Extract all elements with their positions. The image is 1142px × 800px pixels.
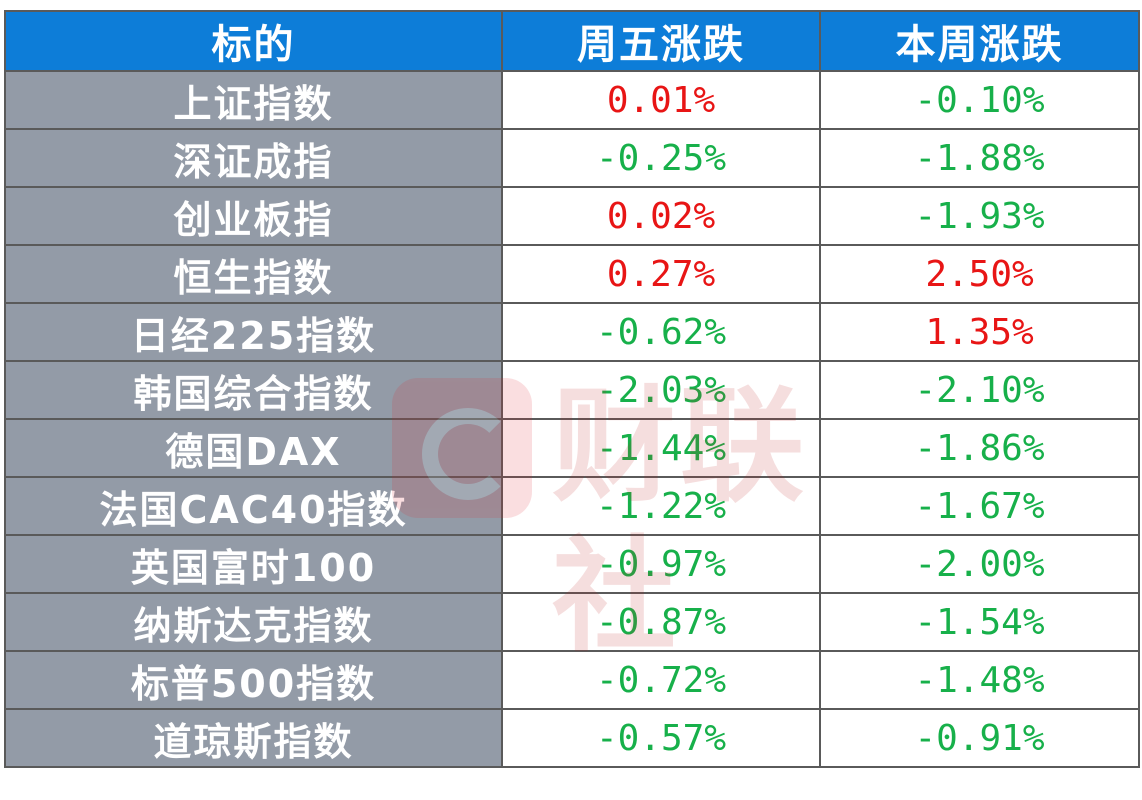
instrument-name: 恒生指数 [4, 244, 503, 304]
table-row: 深证成指 -0.25% -1.88% [4, 128, 1140, 188]
instrument-name: 韩国综合指数 [4, 360, 503, 420]
header-instrument: 标的 [4, 10, 503, 72]
instrument-name: 日经225指数 [4, 302, 503, 362]
instrument-name: 纳斯达克指数 [4, 592, 503, 652]
header-weekly-change: 本周涨跌 [819, 10, 1140, 72]
instrument-name: 德国DAX [4, 418, 503, 478]
instrument-name: 上证指数 [4, 70, 503, 130]
friday-change-value: -0.97% [501, 534, 821, 594]
weekly-change-value: -1.54% [819, 592, 1140, 652]
instrument-name: 深证成指 [4, 128, 503, 188]
table-row: 纳斯达克指数 -0.87% -1.54% [4, 592, 1140, 652]
friday-change-value: -2.03% [501, 360, 821, 420]
table-row: 德国DAX -1.44% -1.86% [4, 418, 1140, 478]
instrument-name: 英国富时100 [4, 534, 503, 594]
table-row: 道琼斯指数 -0.57% -0.91% [4, 708, 1140, 768]
weekly-change-value: 1.35% [819, 302, 1140, 362]
instrument-name: 法国CAC40指数 [4, 476, 503, 536]
weekly-change-value: -2.00% [819, 534, 1140, 594]
table-row: 创业板指 0.02% -1.93% [4, 186, 1140, 246]
friday-change-value: -0.62% [501, 302, 821, 362]
table-row: 上证指数 0.01% -0.10% [4, 70, 1140, 130]
weekly-change-value: -1.86% [819, 418, 1140, 478]
friday-change-value: 0.27% [501, 244, 821, 304]
table-header: 标的 周五涨跌 本周涨跌 [4, 10, 1140, 72]
friday-change-value: -1.44% [501, 418, 821, 478]
table-row: 恒生指数 0.27% 2.50% [4, 244, 1140, 304]
instrument-name: 创业板指 [4, 186, 503, 246]
friday-change-value: 0.02% [501, 186, 821, 246]
weekly-change-value: -0.91% [819, 708, 1140, 768]
instrument-name: 道琼斯指数 [4, 708, 503, 768]
table-row: 法国CAC40指数 -1.22% -1.67% [4, 476, 1140, 536]
weekly-change-value: -1.88% [819, 128, 1140, 188]
table-row: 日经225指数 -0.62% 1.35% [4, 302, 1140, 362]
table-row: 标普500指数 -0.72% -1.48% [4, 650, 1140, 710]
weekly-change-value: -1.48% [819, 650, 1140, 710]
weekly-change-value: 2.50% [819, 244, 1140, 304]
weekly-change-value: -2.10% [819, 360, 1140, 420]
instrument-name: 标普500指数 [4, 650, 503, 710]
table-row: 韩国综合指数 -2.03% -2.10% [4, 360, 1140, 420]
weekly-change-value: -0.10% [819, 70, 1140, 130]
weekly-change-value: -1.93% [819, 186, 1140, 246]
friday-change-value: -0.87% [501, 592, 821, 652]
table-row: 英国富时100 -0.97% -2.00% [4, 534, 1140, 594]
friday-change-value: -0.25% [501, 128, 821, 188]
weekly-change-value: -1.67% [819, 476, 1140, 536]
header-friday-change: 周五涨跌 [501, 10, 821, 72]
friday-change-value: -0.57% [501, 708, 821, 768]
friday-change-value: -0.72% [501, 650, 821, 710]
friday-change-value: -1.22% [501, 476, 821, 536]
table-body: 上证指数 0.01% -0.10% 深证成指 -0.25% -1.88% 创业板… [4, 70, 1140, 768]
header-row: 标的 周五涨跌 本周涨跌 [4, 10, 1140, 72]
market-performance-table: 标的 周五涨跌 本周涨跌 上证指数 0.01% -0.10% 深证成指 -0.2… [4, 10, 1140, 768]
friday-change-value: 0.01% [501, 70, 821, 130]
